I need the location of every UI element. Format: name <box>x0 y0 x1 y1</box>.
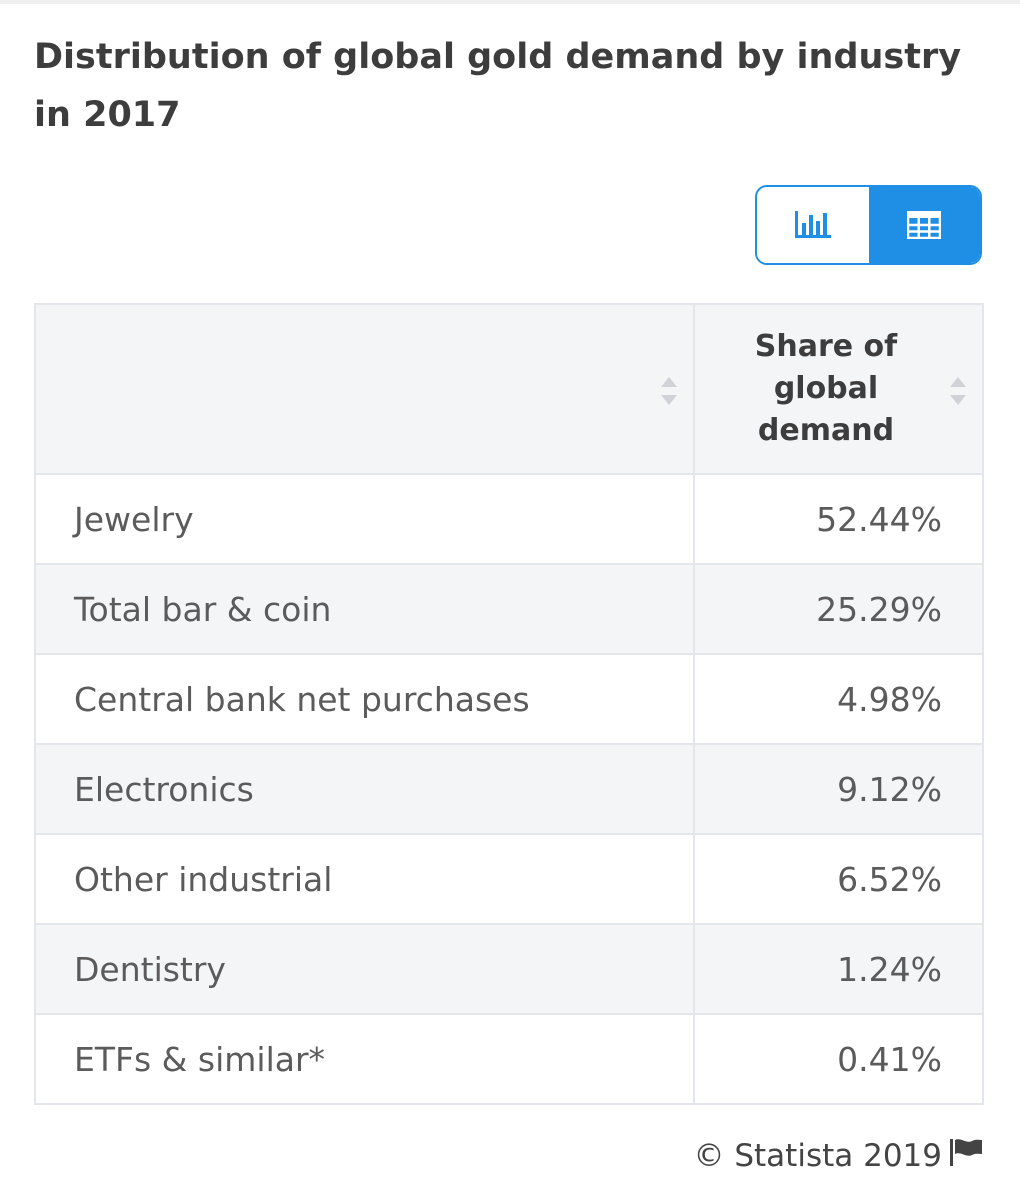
table-row: Total bar & coin 25.29% <box>34 563 984 655</box>
table-row: Dentistry 1.24% <box>34 923 984 1015</box>
table-view-button[interactable] <box>868 187 980 263</box>
table-grid-icon <box>907 211 942 239</box>
sort-icon[interactable] <box>948 375 968 419</box>
category-cell: Jewelry <box>34 473 695 565</box>
value-cell: 6.52% <box>693 833 984 925</box>
column-header-share-label: Share of global demand <box>754 329 898 448</box>
column-header-share[interactable]: Share of global demand <box>693 303 984 475</box>
chart-view-button[interactable] <box>757 187 869 263</box>
table-row: Other industrial 6.52% <box>34 833 984 925</box>
table-row: ETFs & similar* 0.41% <box>34 1013 984 1105</box>
value-cell: 1.24% <box>693 923 984 1015</box>
table-row: Central bank net purchases 4.98% <box>34 653 984 745</box>
value-cell: 9.12% <box>693 743 984 835</box>
value-cell: 4.98% <box>693 653 984 745</box>
column-header-category[interactable] <box>34 303 695 475</box>
category-cell: Other industrial <box>34 833 695 925</box>
value-cell: 52.44% <box>693 473 984 565</box>
value-cell: 0.41% <box>693 1013 984 1105</box>
bar-chart-icon <box>793 209 833 241</box>
table-header-row: Share of global demand <box>34 303 984 475</box>
table-row: Electronics 9.12% <box>34 743 984 835</box>
value-cell: 25.29% <box>693 563 984 655</box>
category-cell: ETFs & similar* <box>34 1013 695 1105</box>
view-toggle <box>755 185 982 265</box>
category-cell: Dentistry <box>34 923 695 1015</box>
data-table: Share of global demand Jewelry 52.44% To… <box>34 303 984 1105</box>
sort-icon[interactable] <box>659 375 679 419</box>
flag-icon[interactable] <box>948 1137 984 1175</box>
table-row: Jewelry 52.44% <box>34 473 984 565</box>
footer: © Statista 2019 <box>694 1137 985 1175</box>
page-title: Distribution of global gold demand by in… <box>34 37 962 135</box>
category-cell: Total bar & coin <box>34 563 695 655</box>
top-divider <box>0 0 1020 4</box>
category-cell: Electronics <box>34 743 695 835</box>
category-cell: Central bank net purchases <box>34 653 695 745</box>
copyright-link[interactable]: © Statista 2019 <box>693 1138 943 1174</box>
